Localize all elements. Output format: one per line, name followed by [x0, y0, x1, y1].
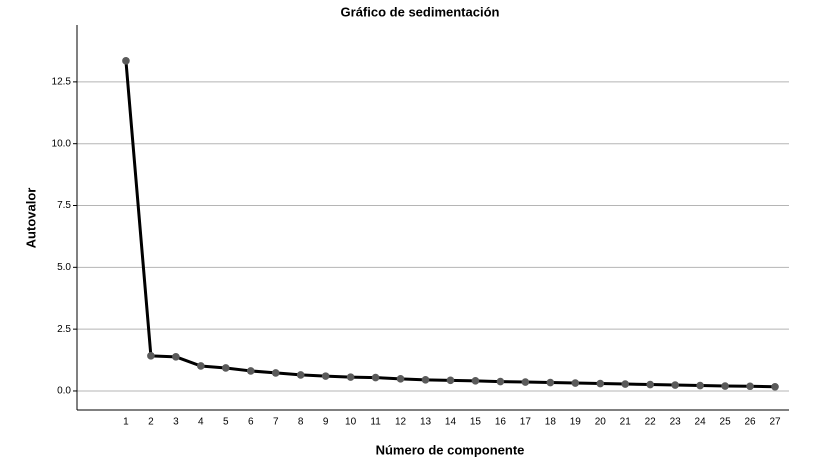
- point: [746, 382, 754, 391]
- x-tick-label: 20: [595, 417, 607, 428]
- point: [771, 382, 779, 391]
- x-tick-label: 10: [345, 417, 357, 428]
- point: [646, 380, 654, 389]
- x-tick-label: 24: [695, 417, 707, 428]
- x-tick-label: 7: [273, 417, 279, 428]
- point: [371, 373, 380, 382]
- x-tick-label: 17: [520, 417, 532, 428]
- y-axis-label: Autovalor: [23, 188, 38, 249]
- point: [471, 377, 480, 385]
- point: [271, 369, 280, 377]
- x-tick-label: 21: [620, 417, 632, 428]
- x-tick-label: 1: [123, 417, 129, 428]
- x-tick-label: 13: [420, 417, 432, 428]
- point: [147, 352, 155, 360]
- point: [546, 378, 555, 387]
- point: [696, 381, 704, 390]
- point: [721, 382, 729, 390]
- point: [221, 364, 230, 372]
- x-tick-label: 15: [470, 417, 482, 428]
- x-tick-label: 5: [223, 417, 229, 428]
- x-tick-label: 27: [769, 417, 781, 428]
- point: [521, 378, 530, 386]
- x-tick-label: 2: [148, 417, 154, 428]
- point: [122, 57, 130, 65]
- x-tick-label: 3: [173, 417, 179, 428]
- point: [396, 375, 405, 383]
- y-tick-label: 0.0: [57, 386, 71, 397]
- x-tick-label: 22: [645, 417, 657, 428]
- x-tick-label: 8: [298, 417, 304, 428]
- point: [346, 373, 355, 381]
- point: [496, 377, 505, 386]
- x-tick-label: 23: [670, 417, 682, 428]
- x-tick-label: 18: [545, 417, 557, 428]
- chart-title: Gráfico de sedimentación: [341, 4, 500, 19]
- y-tick-label: 7.5: [57, 200, 71, 211]
- point: [321, 372, 330, 380]
- point: [197, 362, 205, 370]
- y-tick-label: 10.0: [52, 138, 72, 149]
- point: [571, 379, 580, 387]
- y-tick-label: 12.5: [52, 77, 72, 88]
- x-tick-label: 12: [395, 417, 407, 428]
- point: [671, 381, 679, 389]
- point: [596, 379, 605, 388]
- x-tick-label: 9: [323, 417, 329, 428]
- point: [421, 376, 430, 384]
- point: [246, 367, 255, 375]
- point: [621, 380, 630, 388]
- series-line: [124, 60, 776, 389]
- x-tick-label: 16: [495, 417, 507, 428]
- point: [296, 371, 305, 379]
- y-tick-label: 2.5: [57, 324, 71, 335]
- point: [172, 353, 180, 361]
- x-tick-label: 14: [445, 417, 457, 428]
- x-tick-label: 6: [248, 417, 254, 428]
- x-tick-label: 26: [744, 417, 756, 428]
- y-tick-label: 5.0: [57, 262, 71, 273]
- x-tick-label: 25: [720, 417, 732, 428]
- point: [446, 376, 455, 385]
- x-tick-label: 4: [198, 417, 204, 428]
- x-tick-label: 19: [570, 417, 582, 428]
- x-tick-label: 11: [370, 417, 381, 428]
- x-axis-label: Número de componente: [376, 442, 525, 457]
